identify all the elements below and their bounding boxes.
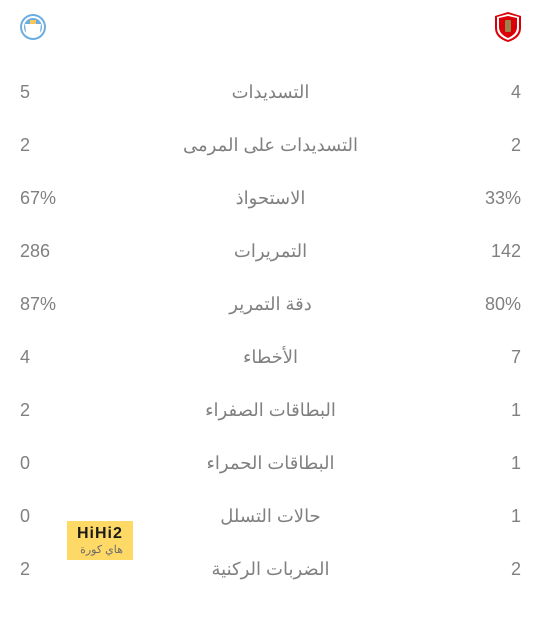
stat-value-right: 67% bbox=[20, 188, 70, 209]
stat-label: البطاقات الحمراء bbox=[70, 453, 471, 474]
stat-row: 1 البطاقات الصفراء 2 bbox=[20, 384, 521, 437]
stat-value-left: 1 bbox=[471, 400, 521, 421]
team-logo-right bbox=[20, 14, 46, 40]
stat-value-right: 0 bbox=[20, 506, 70, 527]
stat-value-right: 0 bbox=[20, 453, 70, 474]
stat-label: التسديدات على المرمى bbox=[70, 135, 471, 156]
badge-subtitle: هاي كورة bbox=[80, 543, 123, 556]
stat-value-left: 2 bbox=[471, 135, 521, 156]
stat-label: التمريرات bbox=[70, 241, 471, 262]
stat-value-right: 2 bbox=[20, 400, 70, 421]
team-logo-left bbox=[495, 12, 521, 42]
stats-table: 4 التسديدات 5 2 التسديدات على المرمى 2 3… bbox=[0, 66, 541, 596]
stat-value-left: 142 bbox=[471, 241, 521, 262]
stat-label: دقة التمرير bbox=[70, 294, 471, 315]
stat-row: 142 التمريرات 286 bbox=[20, 225, 521, 278]
stat-value-left: 2 bbox=[471, 559, 521, 580]
stat-row: 33% الاستحواذ 67% bbox=[20, 172, 521, 225]
stat-value-left: 7 bbox=[471, 347, 521, 368]
stat-value-left: 4 bbox=[471, 82, 521, 103]
stat-row: 1 البطاقات الحمراء 0 bbox=[20, 437, 521, 490]
stat-row: 80% دقة التمرير 87% bbox=[20, 278, 521, 331]
stat-row: 2 التسديدات على المرمى 2 bbox=[20, 119, 521, 172]
stat-row: 7 الأخطاء 4 bbox=[20, 331, 521, 384]
stat-value-right: 5 bbox=[20, 82, 70, 103]
stat-value-left: 1 bbox=[471, 453, 521, 474]
stat-value-left: 1 bbox=[471, 506, 521, 527]
stat-row: 4 التسديدات 5 bbox=[20, 66, 521, 119]
stat-label: الضربات الركنية bbox=[70, 559, 471, 580]
stat-label: البطاقات الصفراء bbox=[70, 400, 471, 421]
watermark-badge: HiHi2 هاي كورة bbox=[67, 521, 133, 560]
stat-value-right: 286 bbox=[20, 241, 70, 262]
stat-label: التسديدات bbox=[70, 82, 471, 103]
stat-value-right: 87% bbox=[20, 294, 70, 315]
badge-title: HiHi2 bbox=[77, 525, 123, 543]
stat-value-right: 2 bbox=[20, 135, 70, 156]
header bbox=[0, 0, 541, 66]
stat-value-left: 33% bbox=[471, 188, 521, 209]
stat-label: الأخطاء bbox=[70, 347, 471, 368]
stat-value-right: 4 bbox=[20, 347, 70, 368]
stat-value-left: 80% bbox=[471, 294, 521, 315]
stat-value-right: 2 bbox=[20, 559, 70, 580]
stat-label: الاستحواذ bbox=[70, 188, 471, 209]
